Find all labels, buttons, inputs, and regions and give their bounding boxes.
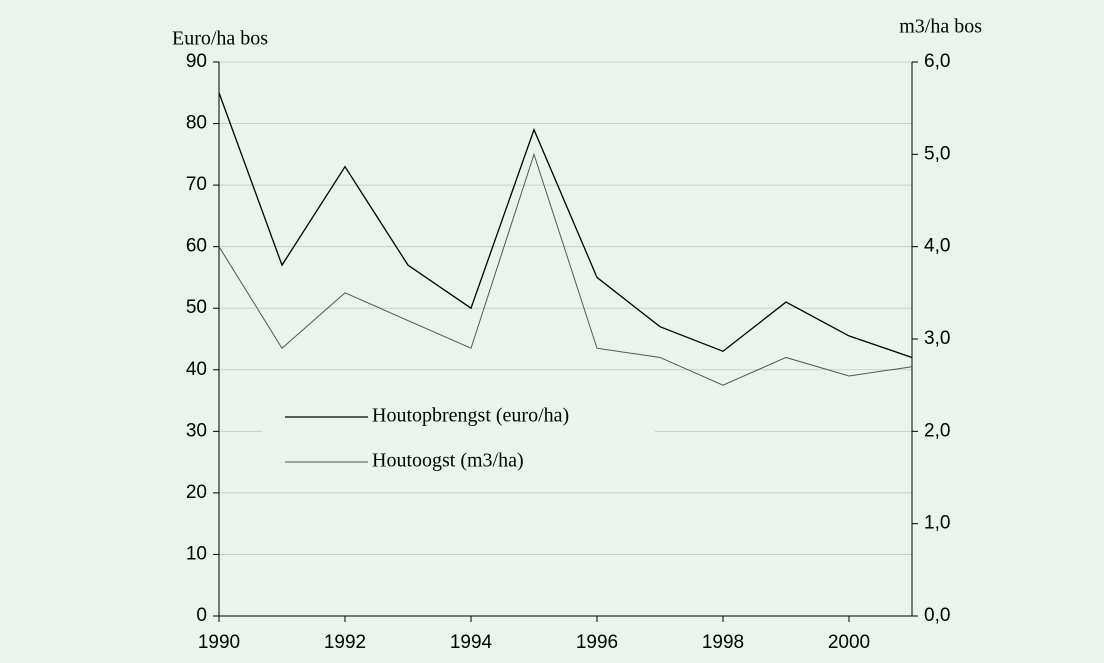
x-tick-label: 1990 [198, 632, 240, 653]
y-tick-label: 60 [186, 236, 207, 257]
y-tick-label: 30 [186, 420, 207, 441]
legend-label: Houtoogst (m3/ha) [372, 450, 524, 472]
y-tick-label: 50 [186, 297, 207, 318]
y2-tick-label: 4,0 [924, 236, 950, 257]
x-tick-label: 1996 [576, 632, 618, 653]
y-tick-label: 40 [186, 359, 207, 380]
y-tick-label: 20 [186, 482, 207, 503]
y-tick-label: 0 [196, 605, 207, 626]
y2-tick-label: 1,0 [924, 513, 950, 534]
x-tick-label: 2000 [828, 632, 870, 653]
y-tick-label: 90 [186, 51, 207, 72]
y2-tick-label: 0,0 [924, 605, 950, 626]
series-line [218, 152, 913, 386]
y2-tick-label: 2,0 [924, 420, 950, 441]
legend-box [262, 395, 655, 485]
y-tick-label: 10 [186, 543, 207, 564]
x-tick-label: 1998 [702, 632, 744, 653]
y2-tick-label: 3,0 [924, 328, 950, 349]
y-axis-label: Euro/ha bos [172, 28, 268, 50]
x-tick-label: 1994 [450, 632, 493, 653]
y-tick-label: 80 [186, 113, 207, 134]
y2-tick-label: 6,0 [924, 51, 950, 72]
y-tick-label: 70 [186, 174, 207, 195]
y2-axis-label: m3/ha bos [899, 16, 982, 38]
series-line [218, 92, 913, 359]
y2-tick-label: 5,0 [924, 143, 950, 164]
x-tick-label: 1992 [324, 632, 366, 653]
legend-label: Houtopbrengst (euro/ha) [372, 405, 569, 427]
